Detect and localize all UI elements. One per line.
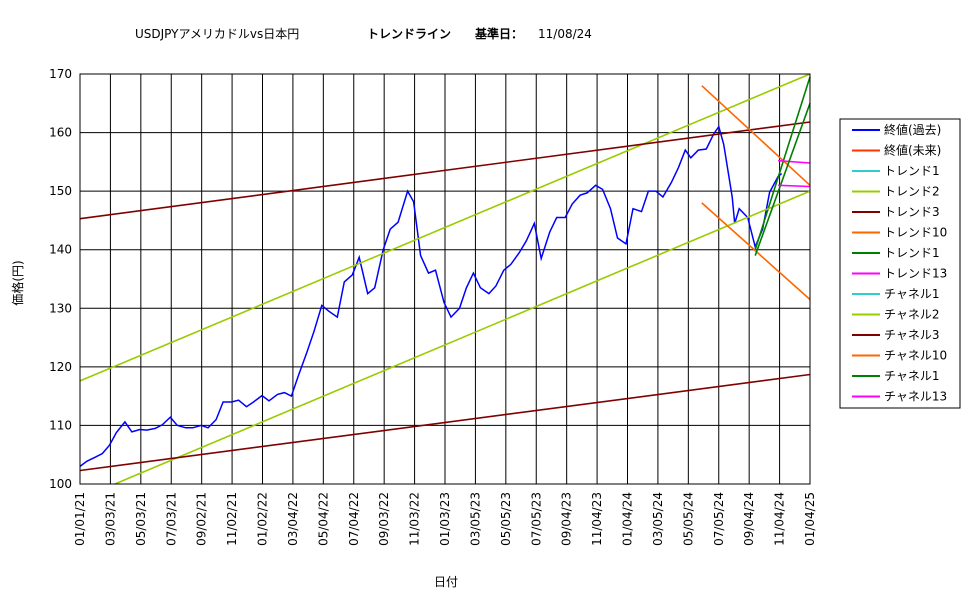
y-tick-label: 160	[49, 126, 72, 140]
y-tick-label: 130	[49, 301, 72, 315]
legend-entry: 終値(未来)	[884, 143, 941, 158]
y-axis-ticks: 100 110 120 130 140 150 160 170	[49, 67, 72, 491]
x-tick-label: 07/05/24	[712, 492, 726, 546]
x-tick-label: 01/04/25	[803, 492, 817, 546]
x-tick-label: 09/03/22	[377, 492, 391, 546]
x-tick-label: 01/01/21	[73, 492, 87, 546]
y-tick-label: 140	[49, 243, 72, 257]
series-line-12	[754, 103, 811, 256]
x-tick-label: 11/04/24	[773, 492, 787, 546]
x-tick-label: 11/04/23	[590, 492, 604, 546]
legend-entry: チャネル3	[884, 328, 940, 342]
x-tick-label: 01/02/22	[256, 492, 270, 546]
y-tick-label: 170	[49, 67, 72, 81]
x-tick-label: 05/04/22	[316, 492, 330, 546]
legend-entry: トレンド13	[884, 267, 947, 281]
x-tick-label: 11/03/22	[408, 492, 422, 546]
legend-entry: チャネル1	[884, 369, 940, 383]
y-tick-label: 100	[49, 477, 72, 491]
plot-area-frame	[79, 73, 811, 485]
base-date-label: 基準日：	[474, 26, 523, 41]
x-tick-label: 07/04/22	[347, 492, 361, 546]
legend-entry: トレンド1	[884, 164, 940, 178]
series-line-10	[79, 373, 811, 472]
legend-entry: トレンド10	[884, 226, 947, 240]
legend-entry: チャネル2	[884, 308, 940, 322]
series-line-7	[778, 159, 811, 164]
legend-entry: 終値(過去)	[884, 122, 941, 137]
x-tick-label: 03/03/21	[103, 492, 117, 546]
x-tick-label: 01/04/24	[621, 492, 635, 546]
series-line-9	[114, 190, 811, 485]
plot-grid	[79, 73, 811, 485]
x-tick-label: 03/04/22	[286, 492, 300, 546]
x-tick-label: 03/05/23	[468, 492, 482, 546]
x-tick-label: 07/05/23	[529, 492, 543, 546]
x-tick-label: 03/05/24	[651, 492, 665, 546]
y-tick-label: 150	[49, 184, 72, 198]
series-line-3	[79, 73, 811, 382]
legend-entry: トレンド2	[884, 185, 940, 199]
x-tick-label: 11/02/21	[225, 492, 239, 546]
x-tick-label: 01/03/23	[438, 492, 452, 546]
chart-subtitle-label: トレンドライン	[367, 27, 451, 41]
series-line-6	[754, 76, 811, 250]
legend-entry: トレンド3	[884, 205, 940, 219]
legend-entry: トレンド1	[884, 246, 940, 260]
x-tick-label: 05/05/23	[499, 492, 513, 546]
x-tick-label: 05/05/24	[681, 492, 695, 546]
chart-title: USDJPYアメリカドルvs日本円	[135, 27, 299, 41]
legend-entry: チャネル1	[884, 287, 940, 301]
x-tick-label: 09/04/24	[742, 492, 756, 546]
legend: 終値(過去) 終値(未来) トレンド1 トレンド2 トレンド3 トレンド10 トレンド1 トレ…	[839, 118, 961, 409]
x-axis-label: 日付	[434, 575, 458, 589]
series-line-0	[79, 124, 783, 468]
series-line-5	[701, 85, 811, 186]
series-line-11	[701, 202, 811, 301]
series-line-4	[79, 121, 811, 220]
y-tick-label: 120	[49, 360, 72, 374]
x-tick-label: 09/02/21	[195, 492, 209, 546]
legend-entry: チャネル10	[884, 349, 947, 363]
legend-entry: チャネル13	[884, 390, 947, 404]
x-tick-label: 07/03/21	[164, 492, 178, 546]
legend-frame	[839, 118, 961, 409]
x-axis-ticks: 01/01/21 03/03/21 05/03/21 07/03/21 09/02/21…	[73, 492, 817, 546]
legend-items: 終値(過去) 終値(未来) トレンド1 トレンド2 トレンド3 トレンド10 トレンド1 トレ…	[852, 122, 947, 404]
base-date-value: 11/08/24	[538, 27, 592, 41]
y-tick-label: 110	[49, 418, 72, 432]
x-tick-label: 09/04/23	[560, 492, 574, 546]
series-line-13	[778, 184, 811, 188]
y-axis-label: 価格(円)	[10, 260, 25, 305]
series-layer	[79, 73, 811, 485]
x-tick-label: 05/03/21	[134, 492, 148, 546]
